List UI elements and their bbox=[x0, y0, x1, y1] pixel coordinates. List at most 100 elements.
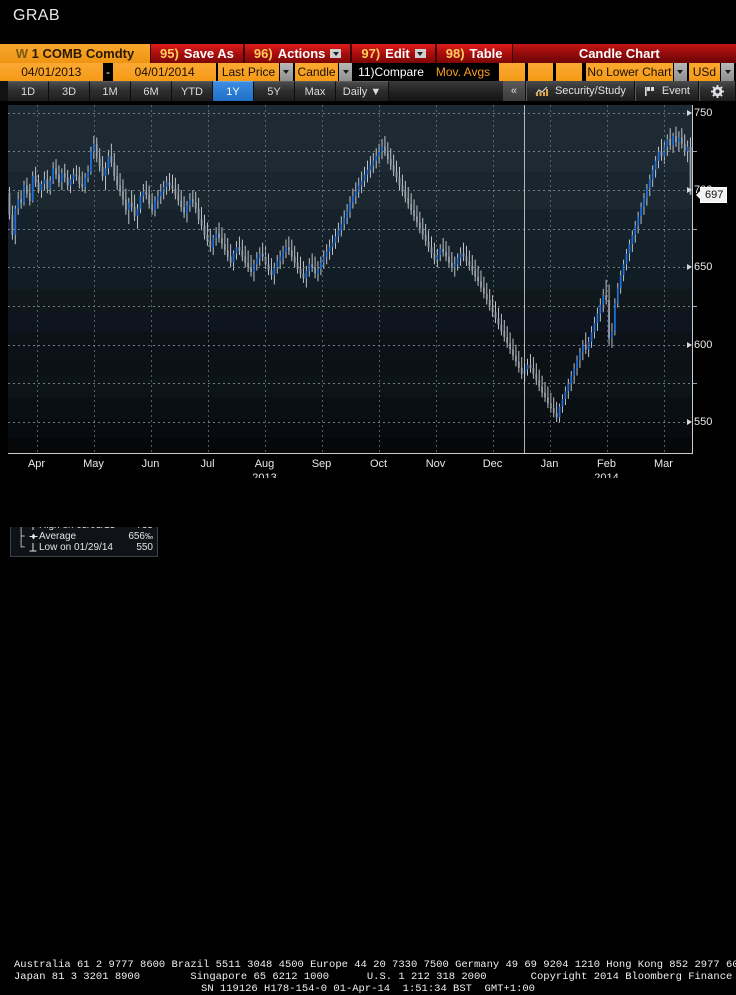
period-button-3d[interactable]: 3D bbox=[49, 81, 90, 101]
footer-bar: Australia 61 2 9777 8600 Brazil 5511 304… bbox=[0, 478, 736, 995]
chart-background-band bbox=[8, 171, 692, 191]
grab-header: GRAB bbox=[0, 0, 736, 44]
period-button-max[interactable]: Max bbox=[295, 81, 336, 101]
table-button[interactable]: 98) Table bbox=[435, 44, 513, 63]
window-title: GRAB bbox=[13, 7, 60, 24]
y-axis-tick-750: 750 bbox=[694, 106, 713, 119]
y-axis-tick-600: 600 bbox=[694, 338, 713, 351]
candlestick-series bbox=[8, 126, 692, 423]
settings-button[interactable] bbox=[699, 81, 736, 101]
edit-button[interactable]: 97) Edit bbox=[351, 44, 436, 63]
chart-gridline-horizontal bbox=[8, 229, 692, 230]
chart-background-band bbox=[8, 239, 692, 268]
permille-icon: ‰ bbox=[145, 532, 153, 541]
chart-background-band bbox=[8, 418, 692, 438]
period-button-1y[interactable]: 1Y bbox=[213, 81, 254, 101]
legend-label-average: Average bbox=[39, 531, 77, 542]
date-from-input[interactable]: 04/01/2013 bbox=[0, 63, 103, 81]
y-axis-minor-tick bbox=[693, 383, 697, 385]
chevron-down-icon[interactable] bbox=[330, 49, 342, 58]
gear-icon bbox=[711, 84, 724, 98]
table-label: Table bbox=[469, 46, 503, 61]
chart-gridline-horizontal bbox=[8, 113, 692, 114]
compare-button[interactable]: 11) Compare bbox=[352, 63, 430, 81]
last-price-flag: 697 bbox=[700, 186, 728, 203]
interval-select[interactable]: Daily ▼ bbox=[336, 81, 389, 101]
price-field-select[interactable]: Last Price bbox=[217, 63, 280, 81]
year-boundary-line bbox=[524, 105, 525, 453]
chart-gridline-vertical bbox=[550, 105, 551, 453]
chart-background-band bbox=[8, 105, 692, 172]
legend-label-low: Low on 01/29/14 bbox=[39, 542, 113, 553]
x-axis-tick-feb: Feb bbox=[597, 458, 616, 470]
footer-line-1: Australia 61 2 9777 8600 Brazil 5511 304… bbox=[14, 959, 736, 971]
edit-label: Edit bbox=[385, 46, 410, 61]
interval-chevron-down-icon: ▼ bbox=[370, 85, 382, 98]
period-toolbar-pad bbox=[0, 81, 8, 101]
chart-gridline-vertical bbox=[607, 105, 608, 453]
chart-area[interactable]: 550600650700750697 AprMayJunJulAugSepOct… bbox=[0, 101, 736, 557]
save-as-label: Save As bbox=[183, 46, 234, 61]
footer-line-2: Japan 81 3 3201 8900 Singapore 65 6212 1… bbox=[14, 971, 736, 983]
chart-style-select[interactable]: Candle bbox=[294, 63, 339, 81]
chart-background-band bbox=[8, 437, 692, 453]
event-button[interactable]: Event bbox=[634, 81, 699, 101]
period-button-6m[interactable]: 6M bbox=[131, 81, 172, 101]
chart-gridline-vertical bbox=[151, 105, 152, 453]
chart-background-band bbox=[8, 397, 692, 419]
edit-number: 97) bbox=[361, 46, 381, 61]
legend-row-low[interactable]: └ Low on 01/29/14 550 bbox=[15, 542, 153, 553]
mov-avg-2-input[interactable] bbox=[527, 63, 554, 81]
actions-number: 96) bbox=[253, 46, 273, 61]
price-field-chevron-icon[interactable] bbox=[280, 63, 293, 81]
chart-gridline-horizontal bbox=[8, 151, 692, 152]
mov-avg-3-input[interactable] bbox=[556, 63, 583, 81]
legend-row-average[interactable]: ├ Average 656‰ bbox=[15, 531, 153, 542]
compare-label: Compare bbox=[374, 65, 424, 79]
chart-plot[interactable] bbox=[8, 105, 692, 453]
y-axis-minor-tick bbox=[693, 151, 697, 153]
mov-avgs-label: Mov. Avgs bbox=[435, 65, 491, 79]
actions-button[interactable]: 96) Actions bbox=[243, 44, 352, 63]
chart-gridline-vertical bbox=[37, 105, 38, 453]
legend-value-average: 656‰ bbox=[128, 531, 153, 542]
chart-gridline-vertical bbox=[94, 105, 95, 453]
period-button-ytd[interactable]: YTD bbox=[172, 81, 213, 101]
date-to-input[interactable]: 04/01/2014 bbox=[113, 63, 216, 81]
x-axis-tick-jan: Jan bbox=[540, 458, 559, 470]
chart-background-band bbox=[8, 289, 692, 311]
y-axis-tick-650: 650 bbox=[694, 261, 713, 274]
period-button-5y[interactable]: 5Y bbox=[254, 81, 295, 101]
chart-background-band bbox=[8, 332, 692, 354]
collapse-panel-button[interactable]: « bbox=[502, 81, 526, 101]
lower-chart-select[interactable]: No Lower Chart bbox=[586, 63, 673, 81]
chart-gridline-horizontal bbox=[8, 267, 692, 268]
period-button-1d[interactable]: 1D bbox=[8, 81, 49, 101]
flag-icon bbox=[644, 86, 654, 96]
currency-select[interactable]: USd bbox=[688, 63, 721, 81]
period-button-1m[interactable]: 1M bbox=[90, 81, 131, 101]
red-action-toolbar: W 1 COMB Comdty 95) Save As 96) Actions … bbox=[0, 44, 736, 63]
chart-gridline-horizontal bbox=[8, 422, 692, 423]
chart-background-band bbox=[8, 310, 692, 333]
average-marker-icon bbox=[27, 532, 39, 541]
save-as-button[interactable]: 95) Save As bbox=[150, 44, 244, 63]
chevron-down-icon[interactable] bbox=[414, 49, 426, 58]
security-ticker-field[interactable]: W 1 COMB Comdty bbox=[0, 44, 150, 63]
chart-gridline-horizontal bbox=[8, 345, 692, 346]
lower-chart-chevron-icon[interactable] bbox=[673, 63, 687, 81]
x-axis-line bbox=[8, 453, 693, 454]
chart-gridline-vertical bbox=[208, 105, 209, 453]
footer-line-3: SN 119126 H178-154-0 01-Apr-14 1:51:34 B… bbox=[201, 983, 535, 995]
chart-style-chevron-icon[interactable] bbox=[339, 63, 353, 81]
event-label: Event bbox=[661, 85, 690, 97]
currency-chevron-icon[interactable] bbox=[721, 63, 734, 81]
x-axis-tick-nov: Nov bbox=[425, 458, 446, 470]
security-ticker-prefix: W bbox=[15, 46, 29, 61]
x-axis-tick-aug: Aug bbox=[254, 458, 275, 470]
chart-gridline-horizontal bbox=[8, 306, 692, 307]
security-study-button[interactable]: Security/Study bbox=[525, 81, 635, 101]
compare-number: 11) bbox=[358, 65, 375, 79]
y-axis-minor-tick bbox=[693, 228, 697, 230]
mov-avg-1-input[interactable] bbox=[499, 63, 525, 81]
